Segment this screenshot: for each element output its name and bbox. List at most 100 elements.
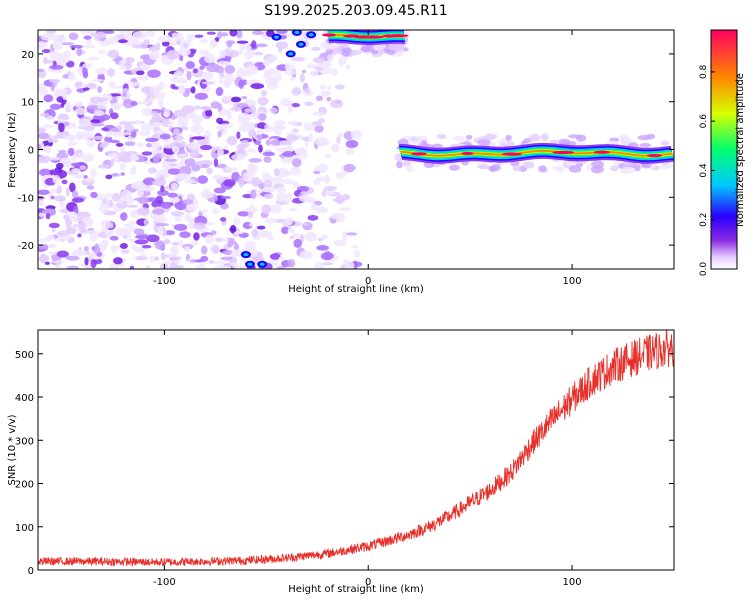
heatmap-band-halo <box>336 18 349 23</box>
heatmap-speckle <box>74 101 84 108</box>
heatmap-speckle <box>178 153 187 157</box>
heatmap-speckle <box>192 222 207 230</box>
heatmap-speckle <box>52 260 65 264</box>
colorbar-tick-label: 0.2 <box>699 213 709 227</box>
heatmap-speckle <box>320 234 329 240</box>
heatmap-speckle <box>199 38 209 44</box>
heatmap-speckle <box>204 234 215 245</box>
heatmap-speckle <box>254 140 261 146</box>
snr-y-tick-label: 300 <box>15 436 34 447</box>
heatmap-band-halo <box>523 137 532 144</box>
heatmap-speckle <box>89 96 103 104</box>
heatmap-speckle <box>194 92 208 100</box>
heatmap-speckle <box>141 151 153 156</box>
heatmap-speckle <box>351 245 359 249</box>
heatmap-speckle <box>143 218 149 226</box>
heatmap-speckle <box>154 256 160 262</box>
heatmap-blob-core <box>247 262 253 266</box>
heatmap-speckle <box>189 149 200 159</box>
heatmap-speckle <box>169 197 181 203</box>
heatmap-speckle <box>210 230 217 236</box>
heatmap-speckle <box>136 207 150 216</box>
heatmap-speckle <box>191 199 199 205</box>
heatmap-speckle <box>38 254 50 263</box>
heatmap-speckle <box>95 67 107 75</box>
heatmap-speckle <box>173 73 179 82</box>
heatmap-speckle <box>115 142 124 147</box>
heatmap-speckle <box>261 204 272 214</box>
heatmap-speckle <box>234 231 245 235</box>
heatmap-speckle <box>152 180 161 186</box>
heatmap-speckle <box>161 201 172 209</box>
heatmap-speckle <box>159 133 171 140</box>
heatmap-speckle <box>182 199 194 205</box>
heatmap-speckle <box>136 100 150 105</box>
heatmap-speckle <box>153 130 167 135</box>
heatmap-speckle <box>60 56 70 64</box>
heatmap-speckle <box>248 222 254 227</box>
heatmap-speckle <box>251 30 264 36</box>
heatmap-band-halo <box>346 20 357 25</box>
heatmap-speckle <box>350 129 362 140</box>
heatmap-speckle <box>250 83 265 89</box>
heatmap-speckle <box>90 255 102 260</box>
heatmap-speckle <box>143 38 150 45</box>
heatmap-speckle <box>46 115 54 121</box>
colorbar-tick-label: 0.0 <box>699 262 709 277</box>
heatmap-speckle <box>217 130 222 138</box>
heatmap-speckle <box>186 193 196 202</box>
heatmap-speckle <box>51 228 56 233</box>
heatmap-speckle <box>42 208 56 215</box>
heatmap-speckle <box>162 239 171 245</box>
heatmap-speckle <box>287 228 295 233</box>
heatmap-speckle <box>149 255 155 263</box>
heatmap-speckle <box>150 85 162 94</box>
heatmap-speckle <box>241 95 248 100</box>
heatmap-speckle <box>306 63 317 69</box>
spectrogram-x-tick-label: 100 <box>563 276 582 287</box>
heatmap-speckle <box>230 96 242 103</box>
heatmap-speckle <box>330 99 344 109</box>
heatmap-band-halo <box>540 133 549 142</box>
heatmap-speckle <box>258 113 267 121</box>
heatmap-band-halo <box>396 160 404 169</box>
heatmap-speckle <box>161 118 170 128</box>
heatmap-speckle <box>108 222 114 229</box>
heatmap-speckle <box>132 31 147 40</box>
heatmap-speckle <box>206 222 215 226</box>
heatmap-speckle <box>43 56 48 65</box>
heatmap-blob-core <box>243 253 249 257</box>
heatmap-speckle <box>161 40 170 47</box>
heatmap-speckle <box>263 156 272 163</box>
heatmap-speckle <box>65 187 71 197</box>
heatmap-speckle <box>141 244 152 249</box>
heatmap-band-halo <box>406 164 414 173</box>
heatmap-speckle <box>196 132 202 136</box>
heatmap-speckle <box>38 196 45 200</box>
heatmap-band-halo <box>565 140 577 146</box>
spectrogram-y-tick-label: 10 <box>21 98 34 109</box>
heatmap-speckle <box>46 243 57 249</box>
heatmap-speckle <box>269 253 281 260</box>
heatmap-speckle <box>135 70 145 76</box>
heatmap-speckle <box>139 129 151 137</box>
heatmap-speckle <box>257 128 263 136</box>
heatmap-speckle <box>117 131 132 136</box>
heatmap-speckle <box>137 247 143 253</box>
heatmap-speckle <box>190 124 204 134</box>
heatmap-speckle <box>49 103 62 110</box>
heatmap-speckle <box>58 122 65 133</box>
colorbar-ticks: 0.0 0.2 0.4 0.6 0.8 <box>699 64 715 276</box>
heatmap-speckle <box>309 70 319 77</box>
snr-y-tick-label: 200 <box>15 480 34 491</box>
heatmap-speckle <box>253 51 264 56</box>
heatmap-speckle <box>269 139 283 146</box>
colorbar-label: Normalized spectral amplitude <box>735 73 746 227</box>
heatmap-speckle <box>49 30 57 34</box>
heatmap-speckle <box>287 143 293 151</box>
heatmap-speckle <box>38 168 52 177</box>
heatmap-speckle <box>52 138 59 143</box>
heatmap-speckle <box>233 217 241 226</box>
heatmap-speckle <box>205 109 213 117</box>
heatmap-speckle <box>106 68 115 77</box>
